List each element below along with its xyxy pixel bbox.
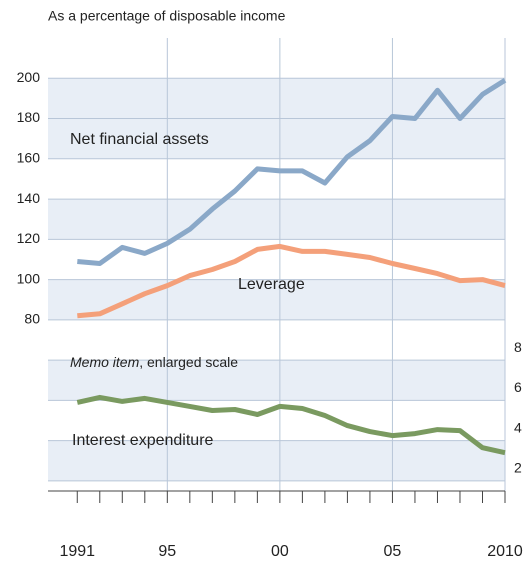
band bbox=[48, 360, 505, 401]
annotation-text: , enlarged scale bbox=[139, 354, 238, 370]
x-tick-label: 2010 bbox=[487, 543, 523, 560]
x-tick-label: 00 bbox=[271, 543, 289, 560]
chart-subtitle: As a percentage of disposable income bbox=[48, 8, 286, 24]
series-line bbox=[77, 78, 507, 266]
y2-tick-label: 4 bbox=[514, 419, 522, 435]
y2-tick-label: 8 bbox=[514, 339, 522, 355]
band bbox=[48, 279, 505, 320]
y-tick-label: 80 bbox=[24, 311, 40, 327]
y-tick-label: 180 bbox=[17, 109, 41, 125]
annotation-italic: Memo item bbox=[70, 354, 140, 370]
y-tick-label: 120 bbox=[17, 230, 41, 246]
y-tick-label: 100 bbox=[17, 270, 41, 286]
x-tick-label: 95 bbox=[158, 543, 176, 560]
y-tick-label: 200 bbox=[17, 69, 41, 85]
y2-tick-label: 2 bbox=[514, 460, 522, 476]
x-tick-label: 05 bbox=[384, 543, 402, 560]
y-tick-label: 160 bbox=[17, 150, 41, 166]
series-label: Interest expenditure bbox=[72, 432, 214, 449]
series-line bbox=[77, 243, 506, 319]
band bbox=[48, 199, 505, 240]
band bbox=[48, 78, 505, 119]
series-label: Net financial assets bbox=[70, 131, 209, 148]
y-tick-label: 140 bbox=[17, 190, 41, 206]
y2-tick-label: 6 bbox=[514, 379, 522, 395]
x-tick-label: 1991 bbox=[59, 543, 95, 560]
series-label: Leverage bbox=[238, 276, 305, 293]
band bbox=[48, 440, 505, 481]
series-line bbox=[76, 394, 506, 456]
band bbox=[48, 118, 505, 159]
annotation: Memo item, enlarged scale bbox=[70, 354, 238, 370]
